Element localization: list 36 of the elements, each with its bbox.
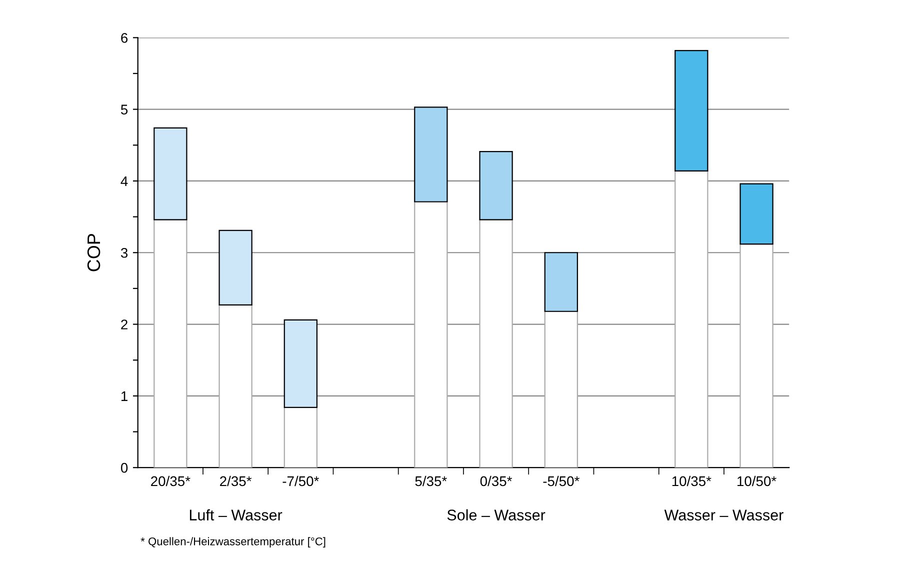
text: Sole – Wasser [447, 509, 546, 520]
y-tick-label: 2 [121, 320, 128, 330]
x-tick-label: 0/35* [480, 476, 512, 486]
bar [740, 183, 774, 245]
y-tick-label: 6 [121, 32, 128, 43]
bar [414, 106, 448, 202]
bar [479, 151, 513, 220]
y-tick-label: 5 [120, 104, 128, 114]
bar [154, 219, 188, 468]
x-tick-label: 5/35* [415, 476, 447, 486]
y-tick-label: 4 [120, 176, 128, 186]
x-tick-label: 10/50* [738, 476, 776, 486]
y-tick-label: 3 [120, 248, 128, 258]
bar [674, 50, 708, 172]
bar [544, 310, 578, 468]
bar [674, 170, 708, 468]
text: Luft – Wasser [190, 509, 282, 520]
y-tick-label: 1 [121, 391, 128, 401]
bar [218, 304, 252, 468]
bar [284, 319, 318, 408]
bar [154, 127, 188, 220]
x-tick-label: -5/50* [543, 476, 580, 486]
x-tick-label: 10/35* [672, 476, 712, 486]
bar [479, 219, 513, 468]
x-tick-label: -7/50* [282, 476, 319, 486]
bar [414, 201, 448, 468]
text: Wasser – Wasser [664, 510, 784, 520]
bar [740, 243, 774, 468]
y-tick-label: 0 [120, 462, 128, 473]
bar [284, 406, 318, 468]
bar [544, 252, 578, 312]
x-tick-label: 2/35* [220, 476, 252, 486]
y-axis-title: COP [87, 234, 100, 272]
text: * Quellen-/Heizwassertemperatur [°C] [140, 537, 326, 548]
bar [218, 230, 252, 306]
x-tick-label: 20/35* [151, 476, 190, 486]
